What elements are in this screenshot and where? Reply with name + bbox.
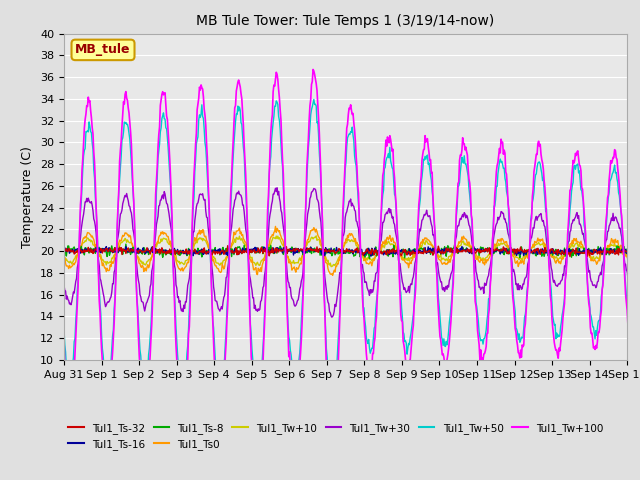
Text: MB_tule: MB_tule — [76, 43, 131, 56]
Y-axis label: Temperature (C): Temperature (C) — [22, 146, 35, 248]
Title: MB Tule Tower: Tule Temps 1 (3/19/14-now): MB Tule Tower: Tule Temps 1 (3/19/14-now… — [196, 14, 495, 28]
Legend: Tul1_Ts-32, Tul1_Ts-16, Tul1_Ts-8, Tul1_Ts0, Tul1_Tw+10, Tul1_Tw+30, Tul1_Tw+50,: Tul1_Ts-32, Tul1_Ts-16, Tul1_Ts-8, Tul1_… — [64, 419, 607, 454]
